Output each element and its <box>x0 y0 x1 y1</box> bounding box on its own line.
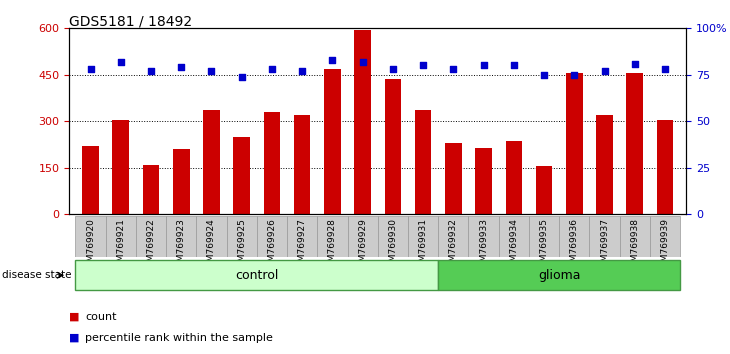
Bar <box>620 216 650 257</box>
Bar <box>294 115 310 214</box>
Bar <box>112 120 129 214</box>
Bar <box>196 216 226 257</box>
Text: GSM769932: GSM769932 <box>449 218 458 273</box>
Text: GSM769939: GSM769939 <box>661 218 669 273</box>
Bar <box>75 216 106 257</box>
Bar <box>445 143 461 214</box>
Bar <box>415 110 431 214</box>
Bar <box>203 110 220 214</box>
Point <box>599 68 610 74</box>
Text: GSM769920: GSM769920 <box>86 218 95 273</box>
Bar <box>559 216 589 257</box>
Text: ■: ■ <box>69 333 80 343</box>
Text: count: count <box>85 312 117 322</box>
Point <box>387 67 399 72</box>
Bar <box>469 216 499 257</box>
Bar <box>354 30 371 214</box>
Point <box>357 59 369 65</box>
Text: GSM769935: GSM769935 <box>539 218 548 273</box>
Text: GSM769938: GSM769938 <box>630 218 639 273</box>
Text: percentile rank within the sample: percentile rank within the sample <box>85 333 273 343</box>
Text: GSM769927: GSM769927 <box>298 218 307 273</box>
Text: GSM769934: GSM769934 <box>510 218 518 273</box>
Bar <box>626 73 643 214</box>
Point <box>85 67 96 72</box>
Point <box>236 74 247 79</box>
Bar <box>234 137 250 214</box>
Text: GDS5181 / 18492: GDS5181 / 18492 <box>69 14 193 28</box>
Bar <box>657 120 673 214</box>
Bar <box>385 79 402 214</box>
Text: glioma: glioma <box>538 269 580 282</box>
Text: GSM769924: GSM769924 <box>207 218 216 273</box>
Bar <box>75 260 438 290</box>
Point <box>175 64 187 70</box>
Bar <box>506 141 522 214</box>
Bar <box>166 216 196 257</box>
Point <box>266 67 278 72</box>
Bar <box>324 69 341 214</box>
Text: GSM769923: GSM769923 <box>177 218 185 273</box>
Point <box>538 72 550 78</box>
Point <box>477 63 489 68</box>
Text: disease state: disease state <box>2 270 72 280</box>
Bar <box>142 165 159 214</box>
Text: GSM769922: GSM769922 <box>147 218 155 273</box>
Bar <box>475 148 492 214</box>
Bar <box>136 216 166 257</box>
Bar <box>173 149 190 214</box>
Bar <box>82 146 99 214</box>
Text: GSM769933: GSM769933 <box>479 218 488 273</box>
Bar <box>566 73 583 214</box>
Point <box>447 67 459 72</box>
Bar <box>257 216 287 257</box>
Text: GSM769925: GSM769925 <box>237 218 246 273</box>
Text: ■: ■ <box>69 312 80 322</box>
Bar <box>287 216 318 257</box>
Text: GSM769928: GSM769928 <box>328 218 337 273</box>
Bar <box>318 216 347 257</box>
Bar <box>226 216 257 257</box>
Point <box>296 68 308 74</box>
Point <box>569 72 580 78</box>
Text: control: control <box>235 269 279 282</box>
Bar <box>499 216 529 257</box>
Point <box>326 57 338 63</box>
Bar <box>264 112 280 214</box>
Bar <box>106 216 136 257</box>
Bar <box>347 216 378 257</box>
Text: GSM769926: GSM769926 <box>267 218 277 273</box>
Bar <box>438 216 469 257</box>
Point <box>115 59 126 65</box>
Bar <box>650 216 680 257</box>
Text: GSM769921: GSM769921 <box>116 218 126 273</box>
Bar <box>589 216 620 257</box>
Text: GSM769930: GSM769930 <box>388 218 397 273</box>
Text: GSM769936: GSM769936 <box>570 218 579 273</box>
Point <box>659 67 671 72</box>
Point <box>145 68 157 74</box>
Point <box>629 61 641 67</box>
Bar <box>438 260 680 290</box>
Text: GSM769937: GSM769937 <box>600 218 609 273</box>
Bar <box>408 216 438 257</box>
Point <box>508 63 520 68</box>
Bar <box>529 216 559 257</box>
Point <box>206 68 218 74</box>
Text: GSM769931: GSM769931 <box>418 218 428 273</box>
Bar <box>378 216 408 257</box>
Point <box>418 63 429 68</box>
Bar <box>596 115 613 214</box>
Bar <box>536 166 553 214</box>
Text: GSM769929: GSM769929 <box>358 218 367 273</box>
